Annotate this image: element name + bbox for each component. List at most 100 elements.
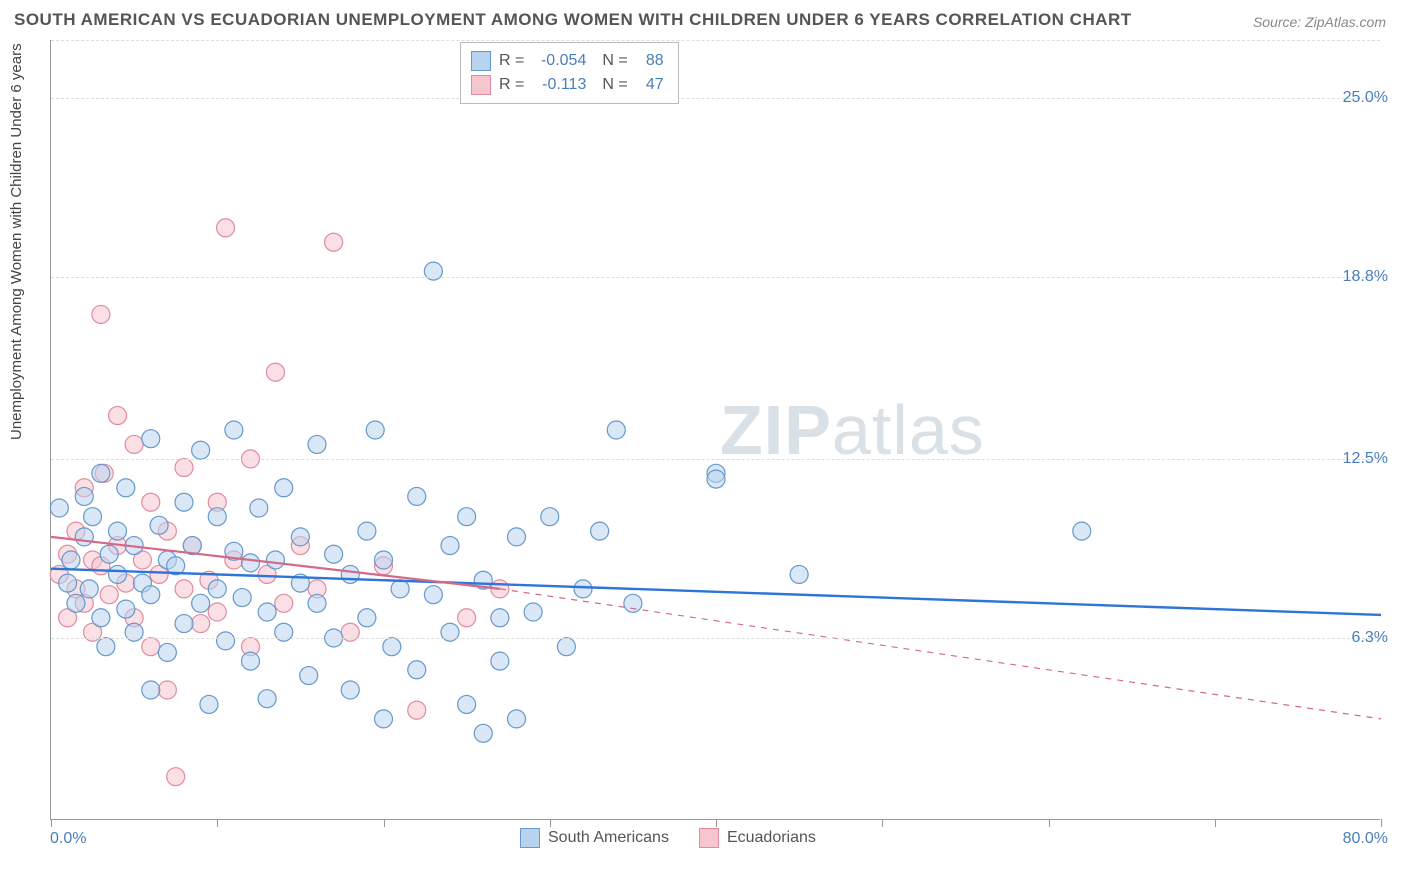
data-point xyxy=(59,574,77,592)
data-point xyxy=(574,580,592,598)
series-name: South Americans xyxy=(548,829,669,847)
data-point xyxy=(242,652,260,670)
stats-legend: R =-0.054N =88R =-0.113N =47 xyxy=(460,42,679,104)
data-point xyxy=(491,609,509,627)
chart-title: SOUTH AMERICAN VS ECUADORIAN UNEMPLOYMEN… xyxy=(14,10,1132,30)
data-point xyxy=(100,545,118,563)
legend-swatch xyxy=(699,828,719,848)
data-point xyxy=(383,638,401,656)
data-point xyxy=(524,603,542,621)
grid-line xyxy=(51,98,1380,99)
scatter-svg xyxy=(51,40,1380,819)
data-point xyxy=(275,479,293,497)
data-point xyxy=(62,551,80,569)
x-tick xyxy=(1049,819,1050,827)
data-point xyxy=(92,464,110,482)
data-point xyxy=(308,435,326,453)
data-point xyxy=(358,609,376,627)
grid-line xyxy=(51,40,1380,41)
data-point xyxy=(142,681,160,699)
trend-line xyxy=(51,569,1381,615)
data-point xyxy=(217,632,235,650)
data-point xyxy=(291,528,309,546)
chart-plot-area xyxy=(50,40,1380,820)
y-tick-label: 18.8% xyxy=(1343,268,1388,286)
legend-swatch xyxy=(471,51,491,71)
data-point xyxy=(458,609,476,627)
data-point xyxy=(1073,522,1091,540)
x-tick xyxy=(716,819,717,827)
data-point xyxy=(258,603,276,621)
x-tick xyxy=(550,819,551,827)
data-point xyxy=(458,508,476,526)
y-tick-label: 25.0% xyxy=(1343,89,1388,107)
data-point xyxy=(208,580,226,598)
data-point xyxy=(92,609,110,627)
data-point xyxy=(424,586,442,604)
x-tick xyxy=(1381,819,1382,827)
data-point xyxy=(441,537,459,555)
data-point xyxy=(117,600,135,618)
data-point xyxy=(109,407,127,425)
data-point xyxy=(408,487,426,505)
data-point xyxy=(325,233,343,251)
data-point xyxy=(258,690,276,708)
data-point xyxy=(50,499,68,517)
y-tick-label: 12.5% xyxy=(1343,450,1388,468)
data-point xyxy=(242,554,260,572)
data-point xyxy=(200,695,218,713)
data-point xyxy=(142,586,160,604)
grid-line xyxy=(51,638,1380,639)
data-point xyxy=(266,551,284,569)
series-legend-item: Ecuadorians xyxy=(699,828,816,848)
y-axis-label: Unemployment Among Women with Children U… xyxy=(8,43,25,440)
trend-line-ext xyxy=(500,589,1381,719)
data-point xyxy=(192,594,210,612)
data-point xyxy=(790,565,808,583)
x-tick xyxy=(51,819,52,827)
data-point xyxy=(80,580,98,598)
grid-line xyxy=(51,277,1380,278)
data-point xyxy=(208,603,226,621)
data-point xyxy=(175,615,193,633)
x-tick xyxy=(384,819,385,827)
data-point xyxy=(175,493,193,511)
data-point xyxy=(541,508,559,526)
x-min-label: 0.0% xyxy=(50,830,86,848)
data-point xyxy=(192,615,210,633)
data-point xyxy=(84,508,102,526)
series-name: Ecuadorians xyxy=(727,829,816,847)
data-point xyxy=(158,643,176,661)
data-point xyxy=(208,508,226,526)
x-tick xyxy=(217,819,218,827)
data-point xyxy=(275,594,293,612)
data-point xyxy=(557,638,575,656)
data-point xyxy=(408,701,426,719)
series-legend-item: South Americans xyxy=(520,828,669,848)
data-point xyxy=(142,430,160,448)
data-point xyxy=(474,724,492,742)
data-point xyxy=(117,479,135,497)
data-point xyxy=(325,545,343,563)
data-point xyxy=(491,652,509,670)
data-point xyxy=(508,528,526,546)
data-point xyxy=(375,710,393,728)
data-point xyxy=(341,681,359,699)
data-point xyxy=(109,565,127,583)
data-point xyxy=(366,421,384,439)
data-point xyxy=(358,522,376,540)
data-point xyxy=(375,551,393,569)
legend-row: R =-0.113N =47 xyxy=(471,73,664,97)
data-point xyxy=(217,219,235,237)
data-point xyxy=(508,710,526,728)
data-point xyxy=(125,435,143,453)
data-point xyxy=(233,589,251,607)
legend-swatch xyxy=(471,75,491,95)
legend-row: R =-0.054N =88 xyxy=(471,49,664,73)
data-point xyxy=(175,580,193,598)
data-point xyxy=(142,638,160,656)
data-point xyxy=(391,580,409,598)
data-point xyxy=(624,594,642,612)
data-point xyxy=(341,565,359,583)
data-point xyxy=(67,594,85,612)
